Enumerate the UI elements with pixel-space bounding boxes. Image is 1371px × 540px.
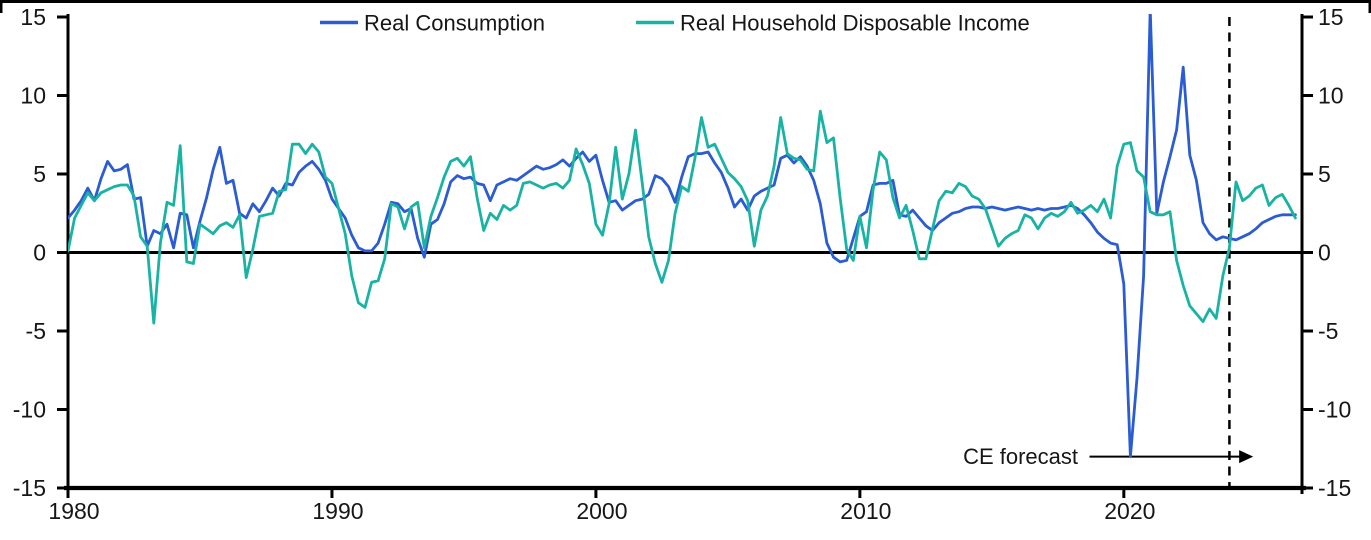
legend-label-real-consumption: Real Consumption xyxy=(364,11,545,36)
y-axis-label-left: 5 xyxy=(33,161,46,187)
y-axis-label-right: 15 xyxy=(1318,4,1344,30)
y-axis-label-right: 10 xyxy=(1318,83,1344,109)
y-axis-label-right: -5 xyxy=(1318,318,1338,344)
forecast-arrow-head xyxy=(1239,450,1254,464)
y-axis-label-left: 0 xyxy=(33,240,46,266)
y-axis-label-right: 0 xyxy=(1318,240,1331,266)
y-axis-label-right: -15 xyxy=(1318,475,1351,501)
y-axis-label-left: 10 xyxy=(20,83,46,109)
frame-left-nub xyxy=(0,0,3,13)
y-axis-label-left: -5 xyxy=(26,318,46,344)
y-axis-label-right: -10 xyxy=(1318,397,1351,423)
legend-label-real-household-disposable-income: Real Household Disposable Income xyxy=(680,11,1030,36)
chart-legend: Real Consumption Real Household Disposab… xyxy=(320,11,1030,36)
x-axis-label: 2020 xyxy=(1104,498,1155,524)
y-axis-label-left: -10 xyxy=(13,397,46,423)
x-axis-label: 1980 xyxy=(48,498,99,524)
y-axis-label-left: 15 xyxy=(20,4,46,30)
x-axis-label: 2010 xyxy=(840,498,891,524)
x-axis-label: 2000 xyxy=(576,498,627,524)
frame-right-nub xyxy=(1368,0,1371,13)
y-axis-label-left: -15 xyxy=(13,475,46,501)
forecast-annotation-label: CE forecast xyxy=(963,444,1078,469)
frame-top-border xyxy=(0,0,1371,3)
x-axis-label: 1990 xyxy=(312,498,363,524)
series-line-real-consumption xyxy=(68,14,1297,459)
series-line-real-household-disposable-income xyxy=(68,109,1297,325)
y-axis-label-right: 5 xyxy=(1318,161,1331,187)
